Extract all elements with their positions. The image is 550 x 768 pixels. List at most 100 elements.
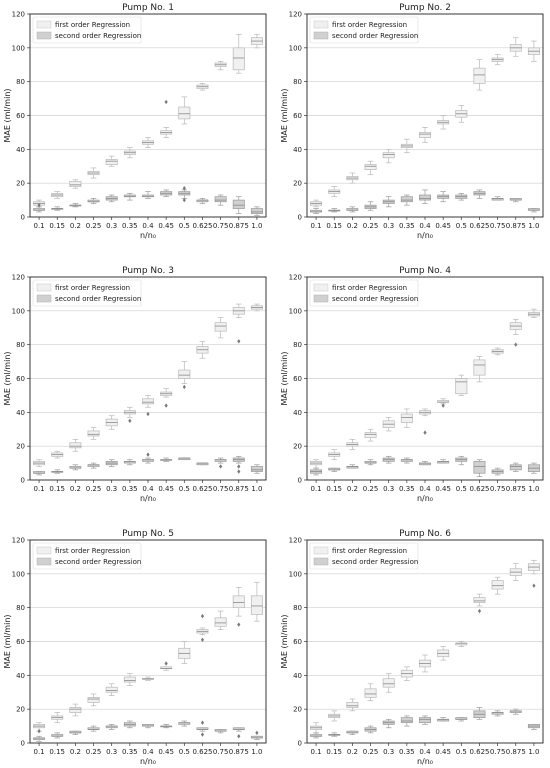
box-first-1.0 (250, 303, 263, 312)
box-body (473, 597, 486, 603)
legend-swatch (313, 557, 329, 566)
box-second-0.2 (69, 730, 82, 735)
outlier-point (200, 720, 205, 725)
box-second-0.45 (160, 724, 173, 729)
x-tick-label: 0.2 (70, 222, 81, 230)
box-second-1.0 (527, 462, 540, 474)
y-tick-label: 120 (289, 274, 302, 282)
box-body (214, 617, 227, 627)
x-tick-label: 0.35 (399, 222, 415, 230)
panel-2: 0 20 40 60 80 100 120 0.1 0.15 0.2 0.25 0.3 0.35 0.4 0… (280, 3, 544, 240)
x-tick-label: 0.15 (326, 485, 342, 493)
x-tick-label: 0.45 (158, 485, 174, 493)
outlier-point (182, 186, 186, 191)
outlier-point (200, 732, 205, 737)
box-second-0.625 (196, 198, 209, 204)
legend-label: second order Regression (55, 558, 141, 566)
box-body (69, 442, 82, 449)
box-first-0.75 (491, 347, 504, 356)
box-second-0.4 (419, 715, 431, 725)
x-tick-label: 0.625 (192, 748, 212, 756)
outlier-point (200, 613, 205, 619)
legend-swatch (36, 31, 52, 40)
x-tick-label: 0.1 (34, 222, 45, 230)
box-first-0.875 (232, 33, 245, 74)
box-body (123, 676, 136, 683)
box-second-0.15 (51, 469, 64, 474)
legend-label: second order Regression (332, 295, 418, 303)
box-second-0.3 (105, 459, 118, 467)
box-first-0.35 (400, 666, 413, 681)
legend-swatch (313, 294, 329, 303)
box-first-0.25 (87, 167, 100, 179)
y-tick-label: 0 (21, 477, 25, 485)
box-first-0.2 (69, 179, 82, 189)
outlier-point (37, 728, 41, 734)
x-tick-label: 0.45 (158, 222, 174, 230)
x-tick-label: 0.75 (490, 485, 506, 493)
box-second-0.4 (419, 461, 431, 466)
x-axis-label: n/n₀ (140, 231, 156, 240)
box-body (346, 702, 359, 708)
x-tick-label: 0.75 (213, 485, 229, 493)
box-first-0.1 (310, 459, 323, 469)
box-second-0.875 (509, 198, 522, 203)
y-tick-label: 80 (16, 604, 25, 612)
box-first-0.3 (105, 155, 118, 167)
y-axis-label: MAE (ml/min) (280, 88, 289, 142)
box-body (473, 359, 486, 376)
box-second-0.2 (69, 464, 82, 471)
box-first-0.3 (105, 415, 118, 430)
y-tick-label: 120 (289, 11, 302, 19)
x-tick-label: 0.15 (326, 222, 342, 230)
chart-title: Pump No. 1 (122, 3, 174, 13)
box-body (232, 595, 245, 609)
box-second-0.875 (509, 462, 522, 472)
box-second-0.25 (87, 198, 100, 204)
x-tick-label: 1.0 (528, 485, 539, 493)
box-first-0.4 (142, 137, 154, 148)
x-axis-label: n/n₀ (140, 494, 156, 503)
outlier-point (237, 734, 241, 739)
legend-label: second order Regression (332, 558, 418, 566)
x-tick-label: 0.35 (122, 222, 138, 230)
box-first-0.5 (455, 374, 468, 396)
y-tick-label: 120 (12, 274, 25, 282)
box-second-0.75 (214, 457, 227, 469)
x-tick-label: 0.4 (419, 485, 431, 493)
box-second-0.3 (382, 455, 395, 464)
y-tick-label: 80 (16, 341, 25, 349)
box-second-0.25 (364, 459, 377, 466)
box-second-0.45 (160, 189, 173, 198)
y-tick-label: 80 (16, 78, 25, 86)
legend: first order Regression second order Regre… (32, 279, 141, 307)
y-tick-label: 40 (293, 672, 302, 680)
box-second-0.5 (455, 192, 468, 201)
box-first-0.25 (364, 160, 377, 176)
box-first-0.1 (310, 199, 323, 208)
y-axis-label: MAE (ml/min) (3, 88, 12, 142)
y-tick-label: 60 (293, 112, 302, 120)
box-second-1.0 (250, 464, 263, 474)
box-second-0.1 (310, 208, 323, 214)
x-tick-label: 0.25 (86, 485, 102, 493)
y-tick-label: 0 (21, 214, 25, 222)
legend-label: first order Regression (55, 21, 130, 29)
legend-frame (309, 16, 419, 44)
x-tick-label: 0.4 (419, 222, 431, 230)
box-body (232, 47, 245, 71)
x-tick-label: 0.625 (469, 222, 489, 230)
x-tick-label: 0.2 (347, 222, 358, 230)
box-body (105, 159, 118, 165)
outlier-point (477, 608, 482, 614)
box-body (105, 686, 118, 693)
y-tick-label: 0 (21, 740, 25, 748)
y-tick-label: 40 (16, 409, 25, 417)
x-tick-label: 0.5 (456, 485, 467, 493)
box-second-0.45 (437, 191, 450, 203)
legend-frame (309, 542, 419, 570)
box-body (419, 717, 431, 724)
box-first-0.4 (419, 126, 431, 143)
box-second-0.2 (346, 464, 359, 469)
